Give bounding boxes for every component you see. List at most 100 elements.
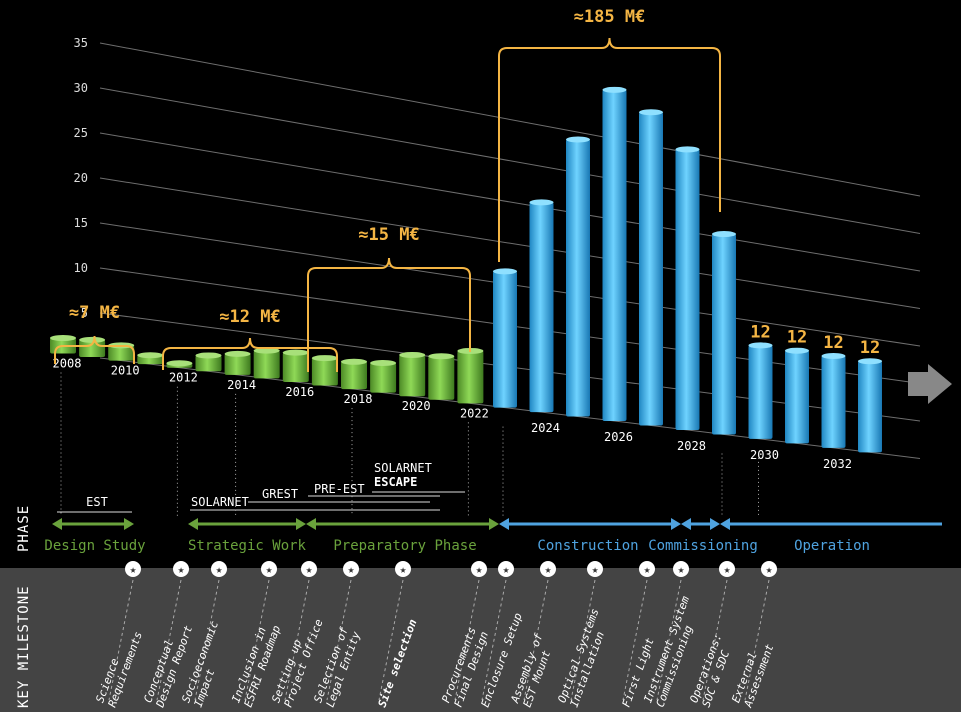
- bar-body: [428, 356, 455, 400]
- bar-cap: [675, 146, 700, 153]
- phase-name-2: Strategic Work: [188, 538, 307, 554]
- phase-arrow: [681, 518, 720, 530]
- bar-cap: [602, 86, 627, 93]
- bar-body: [341, 361, 367, 390]
- milestone-dash: [523, 579, 549, 701]
- bar-2013: [195, 352, 222, 372]
- bar-cap: [529, 199, 554, 206]
- milestone-star-glyph: ★: [724, 563, 731, 576]
- project-label: SOLARNET: [191, 495, 249, 509]
- bar-2033: [858, 358, 882, 453]
- milestone-text: Site selection: [376, 617, 420, 709]
- y-tick-label: 20: [74, 171, 88, 185]
- milestone-star-icon: [587, 561, 603, 577]
- phase-arrow: [306, 518, 499, 530]
- phase-arrow-head: [306, 518, 316, 530]
- bar-2016: [282, 349, 309, 382]
- project-label: EST: [86, 495, 108, 509]
- bar-2008: [50, 335, 76, 354]
- bar-value-label: 12: [787, 328, 807, 348]
- bar-body: [195, 355, 222, 372]
- year-label: 2018: [344, 392, 373, 406]
- phase-name-1: Design Study: [44, 538, 145, 554]
- bar-cap: [785, 347, 809, 354]
- phase-arrow-head: [489, 518, 499, 530]
- milestone-dash: [570, 579, 596, 701]
- milestone-star-glyph: ★: [266, 563, 273, 576]
- bar-body: [108, 345, 135, 361]
- milestone-label: Site selection: [376, 617, 420, 709]
- bar-body: [370, 362, 397, 393]
- milestone-star-icon: [639, 561, 655, 577]
- milestone-dash: [284, 579, 310, 701]
- milestone-star-glyph: ★: [678, 563, 685, 576]
- bracket-label: ≈185 M€: [574, 7, 646, 27]
- bracket-line: [307, 257, 471, 372]
- phase-arrow-head: [52, 518, 62, 530]
- milestone-star-icon: [761, 561, 777, 577]
- milestone-star-icon: [395, 561, 411, 577]
- bar-2026: [602, 86, 627, 422]
- year-label: 2028: [677, 439, 706, 453]
- bar-body: [529, 202, 554, 413]
- bar-body: [566, 139, 590, 417]
- bar-2022: [457, 347, 484, 404]
- project-label: ESCAPE: [374, 475, 417, 489]
- milestone-star-icon: [471, 561, 487, 577]
- y-tick-label: 5: [81, 306, 88, 320]
- bar-cap: [399, 351, 426, 358]
- phase-arrow-head: [710, 518, 720, 530]
- phase-arrow-head: [499, 518, 509, 530]
- bar-body: [639, 112, 663, 426]
- gridline: [99, 177, 921, 309]
- milestone-dash: [326, 579, 352, 701]
- milestone-dash: [622, 579, 648, 701]
- bar-body: [493, 271, 517, 408]
- bar-2011: [137, 352, 164, 365]
- milestone-star-glyph: ★: [400, 563, 407, 576]
- phase-arrow-head: [124, 518, 134, 530]
- milestone-star-icon: [673, 561, 689, 577]
- year-label: 2024: [531, 421, 560, 435]
- milestone-star-glyph: ★: [216, 563, 223, 576]
- bracket-line: [162, 337, 338, 372]
- bar-cap: [166, 360, 193, 367]
- bar-cap: [79, 336, 106, 343]
- bar-cap: [858, 358, 882, 365]
- funding-bracket: ≈7 M€: [54, 303, 135, 364]
- bar-2027: [639, 109, 663, 426]
- year-label: 2010: [111, 364, 140, 378]
- milestone-star-glyph: ★: [178, 563, 185, 576]
- milestone-star-icon: [498, 561, 514, 577]
- bar-2032: [821, 352, 846, 448]
- milestone-dash: [702, 579, 728, 701]
- bar-2029: [712, 231, 736, 435]
- bar-cap: [224, 350, 251, 357]
- bracket-line: [54, 335, 135, 364]
- milestone-dash: [481, 579, 507, 701]
- milestone-star-glyph: ★: [592, 563, 599, 576]
- bar-cap: [311, 355, 338, 362]
- bar-2014: [224, 350, 251, 375]
- bar-2021: [428, 353, 455, 400]
- milestone-star-glyph: ★: [503, 563, 510, 576]
- year-label: 2014: [227, 378, 256, 392]
- bar-cap: [253, 347, 280, 354]
- year-label: 2030: [750, 448, 779, 462]
- phase-arrow-head: [296, 518, 306, 530]
- y-tick-label: 10: [74, 261, 88, 275]
- bar-2031: [785, 347, 809, 444]
- funding-bracket: ≈12 M€: [162, 307, 338, 372]
- year-label: 2020: [402, 399, 431, 413]
- bar-cap: [370, 359, 397, 366]
- timeline-arrow-icon: [908, 364, 952, 404]
- bar-2015: [253, 347, 280, 379]
- bar-cap: [493, 268, 517, 275]
- phase-axis-label: PHASE: [16, 504, 32, 552]
